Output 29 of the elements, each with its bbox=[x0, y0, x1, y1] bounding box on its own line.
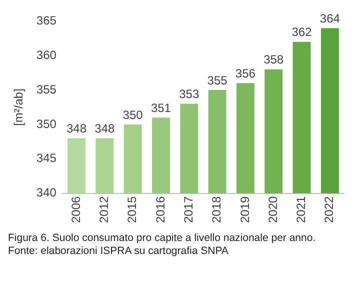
data-label: 348 bbox=[66, 122, 87, 136]
x-tick-label: 2021 bbox=[294, 196, 308, 224]
y-tick-label: 350 bbox=[36, 116, 57, 131]
y-tick-label: 360 bbox=[36, 48, 57, 62]
data-label: 364 bbox=[320, 11, 340, 26]
x-tick-label: 2018 bbox=[210, 196, 224, 224]
data-label: 358 bbox=[264, 52, 284, 67]
data-label: 353 bbox=[179, 87, 200, 102]
y-tick-label: 345 bbox=[36, 151, 57, 166]
y-axis-title: [m²/ab] bbox=[12, 88, 26, 126]
x-tick-label: 2012 bbox=[96, 196, 111, 224]
x-tick-label: 2017 bbox=[181, 196, 196, 224]
data-label: 350 bbox=[122, 108, 144, 122]
x-tick-label: 2020 bbox=[266, 196, 280, 224]
data-label: 351 bbox=[150, 100, 172, 115]
source-note: Fonte: elaborazioni ISPRA su cartografia SNPA bbox=[8, 245, 230, 258]
y-tick-label: 340 bbox=[36, 186, 57, 200]
x-tick-label: 2015 bbox=[125, 196, 140, 224]
data-label: 355 bbox=[207, 73, 228, 88]
data-label: 348 bbox=[94, 122, 115, 136]
data-label: 356 bbox=[235, 66, 256, 80]
x-tick-label: 2019 bbox=[238, 196, 252, 224]
y-tick-label: 355 bbox=[36, 82, 57, 96]
y-tick-label: 365 bbox=[36, 14, 57, 28]
text: Figura 6. Suolo consumato pro capite a livello nazionale per anno. bbox=[8, 232, 317, 245]
x-tick-label: 2022 bbox=[322, 196, 336, 224]
x-tick-label: 2006 bbox=[68, 196, 83, 224]
data-label: 362 bbox=[292, 25, 312, 40]
x-tick-label: 2016 bbox=[153, 196, 168, 224]
